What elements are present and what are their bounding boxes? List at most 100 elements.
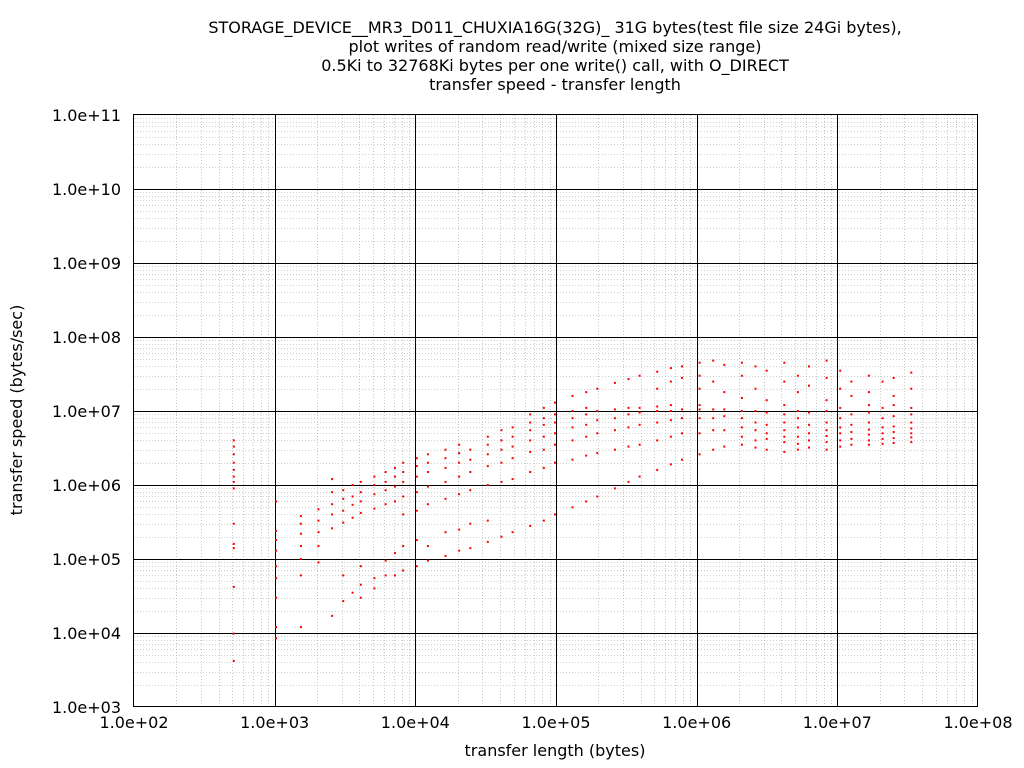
data-point [394, 552, 396, 555]
data-point [571, 426, 574, 429]
data-point [638, 406, 641, 409]
data-point [754, 446, 757, 449]
data-point [681, 365, 683, 368]
data-point [910, 436, 913, 439]
data-point [627, 445, 630, 448]
data-point [698, 361, 701, 364]
data-point [402, 513, 405, 516]
data-point [656, 439, 659, 442]
data-point [299, 515, 302, 518]
data-point [656, 468, 659, 471]
y-tick-label: 1.0e+03 [52, 698, 121, 717]
data-point [331, 614, 334, 617]
data-point [754, 410, 757, 412]
data-point [796, 448, 799, 451]
data-point [867, 443, 870, 446]
y-tick-label: 1.0e+09 [52, 254, 121, 273]
data-point [486, 435, 489, 438]
data-point [723, 363, 726, 366]
data-point [232, 542, 235, 545]
data-point [500, 439, 503, 442]
data-point [394, 466, 396, 469]
data-point [486, 453, 489, 456]
data-point [359, 583, 362, 586]
data-point [754, 365, 757, 368]
data-point [850, 437, 853, 440]
data-point [867, 411, 870, 414]
data-point [394, 475, 396, 478]
data-point [796, 442, 799, 445]
data-point [299, 574, 302, 577]
data-point [765, 369, 768, 372]
data-point [232, 475, 235, 478]
data-point [585, 423, 588, 426]
data-point [850, 431, 853, 433]
data-point [596, 410, 599, 412]
y-axis-tick-labels: 1.0e+03 1.0e+04 1.0e+05 1.0e+06 1.0e+07 1.0e+… [52, 106, 121, 717]
data-point [444, 448, 447, 451]
data-point [342, 509, 345, 512]
data-point [681, 376, 683, 379]
data-point [469, 489, 472, 492]
data-point [469, 458, 472, 461]
data-point [638, 423, 641, 426]
data-point [669, 367, 672, 370]
data-point [825, 441, 828, 444]
data-point [373, 475, 376, 478]
data-point [500, 448, 503, 451]
data-point [342, 489, 345, 492]
x-tick-label: 1.0e+06 [662, 713, 731, 732]
data-point [444, 554, 447, 557]
data-point [825, 448, 828, 451]
data-point [426, 461, 429, 464]
data-point [881, 426, 884, 429]
data-point [554, 432, 556, 435]
data-point [359, 596, 362, 599]
data-point [232, 522, 235, 525]
data-point [712, 429, 715, 432]
data-point [232, 445, 235, 448]
data-point [384, 503, 387, 506]
data-point [426, 485, 429, 488]
data-point [740, 443, 743, 446]
x-tick-label: 1.0e+05 [521, 713, 590, 732]
y-tick-label: 1.0e+11 [52, 106, 121, 125]
data-point [232, 480, 235, 483]
data-point [571, 458, 574, 461]
data-point [486, 443, 489, 446]
x-tick-label: 1.0e+03 [240, 713, 309, 732]
data-point [740, 361, 743, 364]
data-point [698, 387, 701, 390]
data-point [850, 380, 853, 383]
data-point [765, 432, 768, 435]
y-tick-label: 1.0e+04 [52, 624, 121, 643]
data-point [765, 399, 768, 402]
data-point [783, 441, 786, 444]
data-point [415, 457, 418, 460]
data-point [351, 591, 354, 594]
data-point [299, 558, 302, 560]
data-point [839, 387, 842, 390]
data-point [881, 380, 884, 383]
data-point [839, 426, 842, 429]
data-point [359, 500, 362, 503]
x-axis-label: transfer length (bytes) [465, 741, 646, 760]
data-point [232, 659, 235, 662]
data-point [426, 503, 429, 506]
data-point [698, 417, 701, 420]
data-point [458, 443, 461, 446]
data-point [275, 577, 278, 580]
data-point [394, 574, 396, 577]
data-point [712, 448, 715, 451]
data-point [638, 475, 641, 478]
data-point [765, 437, 768, 440]
data-point [232, 468, 235, 471]
data-point [783, 413, 786, 416]
data-point [613, 429, 616, 432]
data-point [299, 532, 302, 535]
data-point [585, 413, 588, 416]
data-point [698, 408, 701, 411]
data-point [458, 549, 461, 552]
data-point [910, 413, 913, 416]
